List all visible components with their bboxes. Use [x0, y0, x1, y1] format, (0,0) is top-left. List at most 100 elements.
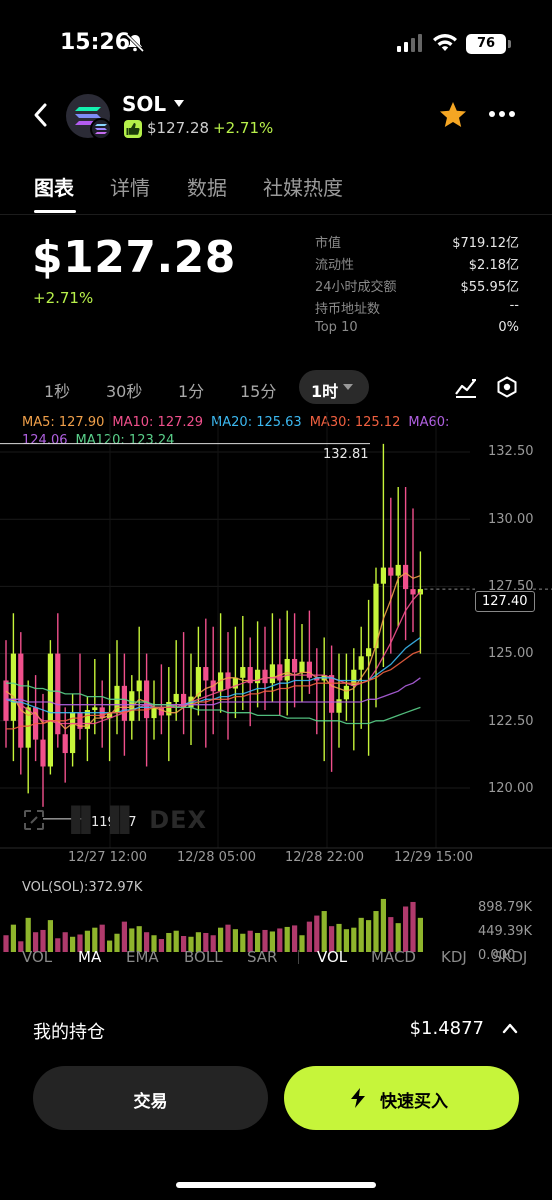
volume-bar — [329, 926, 335, 952]
candle-body — [10, 653, 16, 721]
ma-legend-item: MA120: 123.24 — [75, 433, 175, 448]
indicator-ema[interactable]: EMA — [126, 948, 159, 966]
volume-bar — [262, 929, 268, 952]
indicator-vol-sub[interactable]: VOL — [317, 948, 348, 966]
tab-details[interactable]: 详情 — [110, 176, 150, 200]
timeframe-15m[interactable]: 15分 — [240, 382, 277, 401]
volume-bar — [70, 936, 76, 952]
candle-body — [55, 653, 61, 735]
ma-legend-item: MA60: — [408, 415, 450, 430]
candle-body — [3, 680, 9, 721]
candlestick-chart[interactable] — [0, 412, 552, 952]
candle-body — [129, 691, 135, 721]
candle-body — [181, 693, 187, 708]
stat-label: 24小时成交额 — [315, 280, 397, 295]
candle-body — [166, 701, 172, 716]
wifi-icon — [433, 34, 457, 51]
volume-bar — [55, 938, 61, 952]
chain-badge — [90, 118, 112, 140]
indicator-vol[interactable]: VOL — [22, 948, 53, 966]
indicator-tabs: VOL MA EMA BOLL SAR VOL MACD KDJ SKDJ — [0, 948, 552, 992]
volume-bar — [277, 928, 283, 952]
ma-line-ma5 — [5, 572, 421, 730]
more-options-icon[interactable] — [488, 110, 516, 118]
candle-body — [158, 707, 164, 716]
candle-body — [269, 664, 275, 684]
favorite-star-icon[interactable] — [438, 100, 468, 130]
stat-market-cap: 市值 $719.12亿 — [315, 232, 519, 254]
volume-bar — [3, 935, 9, 952]
candle-body — [18, 653, 24, 748]
volume-tick-label: 449.39K — [478, 924, 533, 939]
ma-legend-item: MA10: 127.29 — [112, 415, 204, 430]
indicator-divider — [298, 950, 299, 964]
indicator-boll[interactable]: BOLL — [184, 948, 223, 966]
candle-body — [247, 667, 253, 684]
candle-body — [25, 707, 31, 748]
bell-off-icon — [125, 33, 145, 53]
candle-body — [144, 680, 150, 719]
indicator-ma[interactable]: MA — [78, 948, 102, 966]
indicator-sar[interactable]: SAR — [247, 948, 278, 966]
volume-bar — [210, 935, 216, 952]
y-tick-label: 122.50 — [488, 714, 534, 729]
indicator-skdj[interactable]: SKDJ — [492, 948, 528, 966]
volume-bar — [247, 930, 253, 952]
token-name[interactable]: SOL — [122, 92, 167, 116]
quick-buy-button[interactable]: 快速买入 — [284, 1066, 519, 1130]
tab-data[interactable]: 数据 — [187, 176, 227, 200]
volume-bar — [299, 935, 305, 952]
candle-body — [255, 669, 261, 684]
stat-label: 流动性 — [315, 258, 355, 273]
back-arrow-icon[interactable] — [28, 100, 54, 130]
volume-bar — [188, 936, 194, 952]
candle-body — [203, 667, 209, 681]
stat-label: Top 10 — [315, 320, 358, 335]
volume-bar — [62, 932, 68, 952]
volume-label: VOL(SOL):372.97K — [22, 880, 143, 895]
indicator-chart-icon[interactable] — [454, 376, 478, 398]
timeframe-1h[interactable]: 1时 — [299, 370, 369, 404]
volume-bar — [144, 932, 150, 952]
timeframe-1m[interactable]: 1分 — [178, 382, 205, 401]
volume-bar — [47, 920, 53, 952]
status-time: 15:26 — [60, 30, 131, 55]
volume-bar — [151, 935, 157, 952]
chevron-up-icon[interactable] — [502, 1022, 518, 1034]
ma-legend-item: MA5: 127.90 — [22, 415, 105, 430]
volume-bar — [181, 936, 187, 952]
candle-body — [151, 707, 157, 719]
volume-bar — [158, 939, 164, 952]
indicator-macd[interactable]: MACD — [371, 948, 416, 966]
volume-bar — [358, 917, 364, 952]
caret-down-icon[interactable] — [174, 100, 184, 108]
volume-bar — [107, 940, 113, 952]
candle-body — [195, 667, 201, 697]
ma-line-ma10 — [6, 591, 421, 725]
volume-bar — [388, 917, 394, 952]
volume-bar — [195, 932, 201, 952]
candle-body — [373, 583, 379, 649]
stat-holders: 持币地址数 -- — [315, 298, 519, 320]
ma-legend-item: 124.06 — [22, 433, 68, 448]
volume-bar — [129, 928, 135, 952]
timeframe-30s[interactable]: 30秒 — [106, 382, 143, 401]
indicator-kdj[interactable]: KDJ — [441, 948, 467, 966]
volume-bar — [166, 932, 172, 952]
timeframe-1s[interactable]: 1秒 — [44, 382, 71, 401]
x-tick-label: 12/28 22:00 — [285, 850, 365, 865]
current-price: $127.28 — [32, 232, 236, 283]
ma-legend-item: MA20: 125.63 — [211, 415, 302, 430]
fullscreen-icon[interactable] — [22, 808, 46, 832]
my-position-row[interactable]: 我的持仓 $1.4877 — [0, 1002, 552, 1056]
header-price: $127.28 +2.71% — [147, 119, 273, 137]
volume-bar — [114, 933, 120, 952]
volume-bar — [84, 930, 90, 952]
volume-bar — [25, 917, 31, 952]
volume-bar — [203, 932, 209, 952]
trade-button[interactable]: 交易 — [33, 1066, 268, 1130]
cellular-signal-icon — [397, 34, 422, 52]
chart-settings-icon[interactable] — [496, 376, 518, 398]
tab-social[interactable]: 社媒热度 — [263, 176, 343, 200]
tab-chart[interactable]: 图表 — [34, 176, 74, 200]
